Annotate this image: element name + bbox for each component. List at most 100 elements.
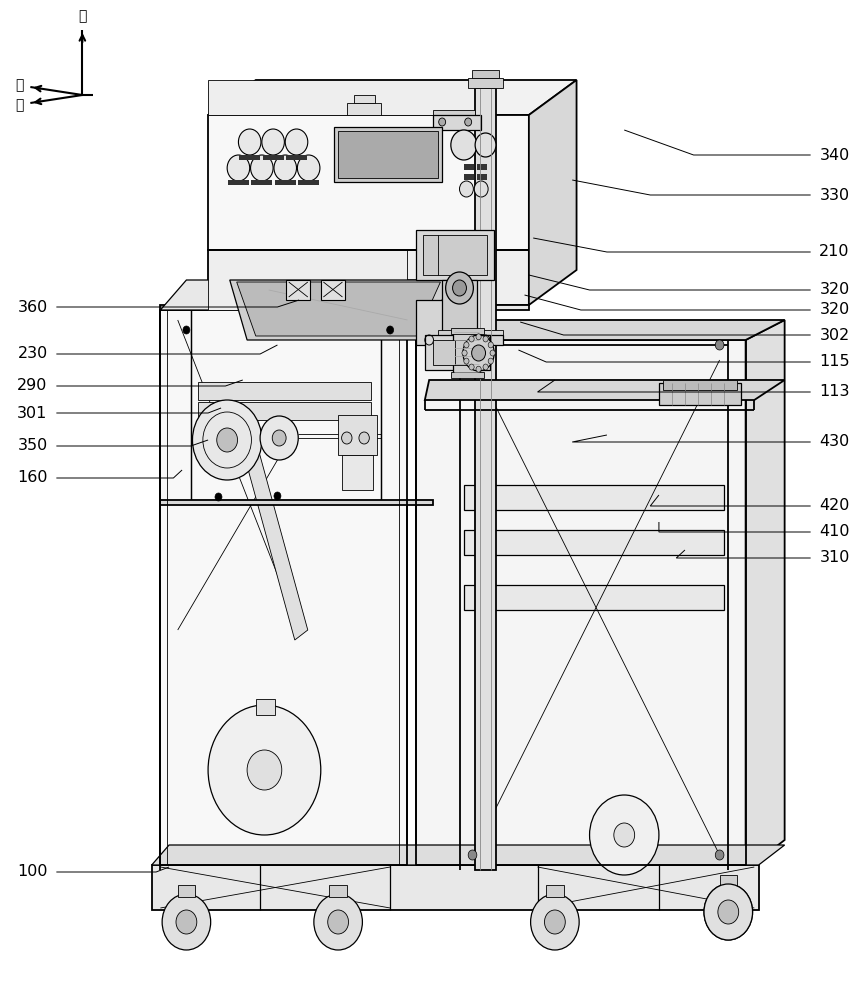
Circle shape <box>451 130 477 160</box>
Polygon shape <box>208 250 529 305</box>
Bar <box>453 330 479 375</box>
Bar <box>198 402 371 420</box>
Circle shape <box>453 280 466 296</box>
Text: 210: 210 <box>819 244 850 259</box>
Bar <box>329 885 347 897</box>
Circle shape <box>464 358 469 364</box>
Bar <box>275 180 296 185</box>
Bar <box>464 585 724 610</box>
Polygon shape <box>208 250 407 310</box>
Circle shape <box>439 118 446 126</box>
Circle shape <box>715 850 724 860</box>
Circle shape <box>162 894 211 950</box>
Bar <box>468 78 503 88</box>
Circle shape <box>544 910 565 934</box>
Bar <box>286 155 307 160</box>
Circle shape <box>183 326 190 334</box>
Text: 113: 113 <box>819 384 850 399</box>
Polygon shape <box>230 280 451 340</box>
Bar <box>251 180 272 185</box>
Text: 320: 320 <box>819 282 850 298</box>
Text: 160: 160 <box>17 471 48 486</box>
Circle shape <box>475 133 496 157</box>
Circle shape <box>227 155 250 181</box>
Bar <box>477 174 487 180</box>
Polygon shape <box>160 280 434 310</box>
Bar <box>472 70 499 78</box>
Circle shape <box>704 884 753 940</box>
Circle shape <box>462 350 467 356</box>
Circle shape <box>469 364 474 370</box>
Text: 115: 115 <box>819 355 850 369</box>
Polygon shape <box>746 320 785 870</box>
Circle shape <box>217 428 238 452</box>
Circle shape <box>476 366 481 372</box>
Circle shape <box>718 900 739 924</box>
Polygon shape <box>416 300 503 345</box>
Bar <box>659 383 741 405</box>
Circle shape <box>483 364 488 370</box>
Bar <box>720 875 737 887</box>
Bar <box>425 335 490 370</box>
Circle shape <box>328 910 349 934</box>
Circle shape <box>488 358 493 364</box>
Circle shape <box>192 400 262 480</box>
Circle shape <box>488 342 493 348</box>
Circle shape <box>285 129 308 155</box>
Circle shape <box>476 334 481 340</box>
Bar <box>354 95 375 103</box>
Text: 410: 410 <box>819 524 850 540</box>
Bar <box>198 382 371 400</box>
Bar <box>434 340 481 365</box>
Circle shape <box>272 430 286 446</box>
Circle shape <box>247 750 282 790</box>
Text: 430: 430 <box>819 434 850 450</box>
Circle shape <box>208 705 321 835</box>
Circle shape <box>704 884 753 940</box>
Polygon shape <box>434 110 475 115</box>
Bar <box>334 127 442 182</box>
Bar <box>438 330 481 342</box>
Polygon shape <box>208 115 529 250</box>
Text: 360: 360 <box>17 300 48 314</box>
Polygon shape <box>160 305 529 310</box>
Bar <box>286 280 310 300</box>
Circle shape <box>531 894 579 950</box>
Text: 420: 420 <box>819 498 850 514</box>
Bar <box>464 530 724 555</box>
Text: 100: 100 <box>17 864 48 880</box>
Polygon shape <box>160 500 434 505</box>
Polygon shape <box>160 310 407 870</box>
Circle shape <box>342 432 352 444</box>
Circle shape <box>314 894 362 950</box>
Circle shape <box>215 493 222 501</box>
Circle shape <box>474 181 488 197</box>
Circle shape <box>590 795 659 875</box>
Circle shape <box>359 432 369 444</box>
Text: 290: 290 <box>17 378 48 393</box>
Text: 301: 301 <box>17 406 48 420</box>
Bar <box>416 230 494 280</box>
Text: 右: 右 <box>15 78 23 92</box>
Circle shape <box>614 823 635 847</box>
Circle shape <box>176 910 197 934</box>
Bar <box>451 372 484 378</box>
Polygon shape <box>152 845 785 865</box>
Polygon shape <box>416 330 503 340</box>
Bar <box>263 155 284 160</box>
Bar <box>228 180 249 185</box>
Text: 上: 上 <box>78 9 87 23</box>
Text: 前: 前 <box>15 98 23 112</box>
Circle shape <box>465 118 472 126</box>
Circle shape <box>469 336 474 342</box>
Polygon shape <box>208 80 577 115</box>
Polygon shape <box>416 320 785 340</box>
Polygon shape <box>425 380 785 400</box>
Circle shape <box>274 492 281 500</box>
Text: 330: 330 <box>819 188 850 202</box>
Bar <box>475 88 496 870</box>
Polygon shape <box>416 340 746 870</box>
Circle shape <box>468 850 477 860</box>
Circle shape <box>260 416 298 460</box>
Circle shape <box>446 272 473 304</box>
